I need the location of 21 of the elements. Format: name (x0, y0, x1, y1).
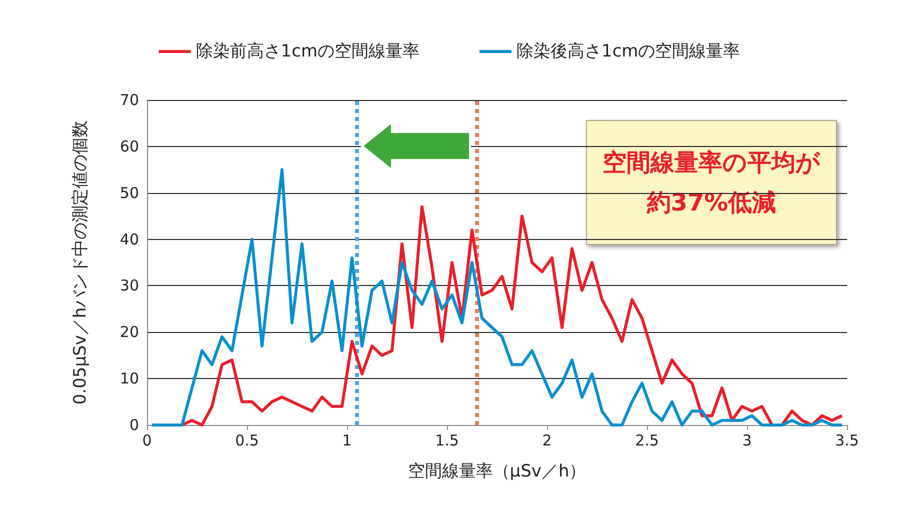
y-tick-label: 40 (120, 230, 139, 248)
annotation: 空間線量率の平均が (602, 148, 820, 176)
y-tick-label: 30 (120, 276, 139, 295)
x-tick-label: 3 (742, 432, 752, 450)
x-tick-label: 1.5 (435, 432, 459, 450)
x-tick-label: 2.5 (635, 432, 659, 450)
y-tick-label: 10 (120, 370, 139, 388)
legend-label: 除染後高さ1cmの空間線量率 (516, 42, 740, 62)
x-tick-label: 3.5 (835, 432, 859, 450)
y-tick-label: 70 (120, 91, 139, 109)
x-tick-label: 0 (142, 432, 152, 450)
y-tick-label: 50 (120, 184, 139, 202)
x-tick-label: 2 (542, 432, 552, 450)
y-axis-title: 0.05μSv／hバンド中の測定値の個数 (70, 120, 90, 405)
legend-label: 除染前高さ1cmの空間線量率 (196, 42, 420, 62)
x-tick-label: 0.5 (235, 432, 259, 450)
y-tick-label: 60 (120, 137, 139, 156)
x-tick-label: 1 (342, 432, 352, 450)
y-tick-label: 20 (120, 323, 139, 342)
y-tick-label: 0 (129, 416, 139, 434)
x-axis-title: 空間線量率（μSv／h） (408, 462, 586, 482)
